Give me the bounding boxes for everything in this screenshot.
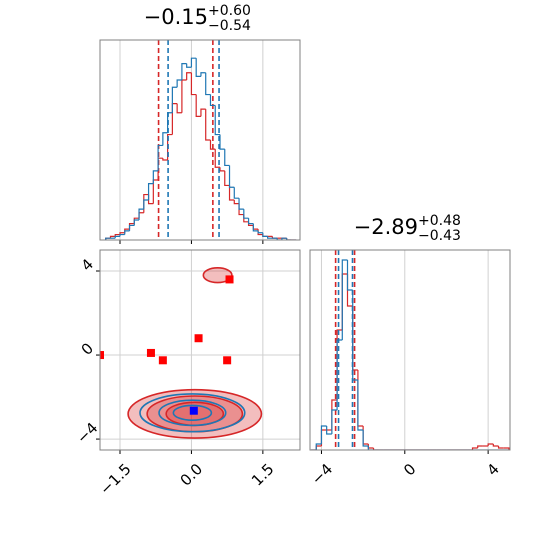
panel-title: −0.15 [144,5,208,29]
contour-level [202,267,233,284]
histogram-step [186,72,192,80]
histogram-step [214,105,220,136]
histogram-step [109,235,116,239]
plot-area [311,250,510,450]
histogram-step [372,448,379,450]
histogram-step [209,94,216,107]
histogram-step [477,445,483,448]
histogram-step [471,447,478,450]
marker [189,406,198,415]
histogram-step [147,183,154,200]
histogram-step [326,426,332,435]
histogram-step [119,233,125,237]
histogram-step [257,230,263,234]
histogram-step [105,237,111,240]
histogram-step [267,236,273,239]
histogram-step [233,187,240,199]
histogram-step [176,79,182,88]
contour-level [139,393,246,433]
title-lower: −0.54 [208,18,251,34]
histogram-step [219,167,225,172]
histogram-step [238,198,244,210]
histogram-step [487,443,494,446]
histogram-step [190,72,197,96]
histogram-step [200,72,206,77]
histogram-step [281,237,287,240]
histogram-step [119,232,125,235]
title-upper: +0.60 [208,3,251,19]
histogram-step [162,132,168,146]
histogram-step [209,140,216,150]
histogram-step [195,58,201,77]
axes-frame [309,249,511,451]
histogram-step [219,134,225,150]
contour-level [172,404,213,421]
histogram-step [114,235,120,239]
histogram-step [114,233,120,237]
histogram-step [181,63,187,80]
panel-title: −2.89 [354,215,418,239]
histogram-step [228,185,235,201]
contour-level [158,399,227,427]
histogram-step [315,443,322,450]
histogram-step [252,223,259,232]
histogram-step [138,208,144,220]
marker [100,351,104,360]
histogram-step [320,425,327,444]
histogram-step [503,447,510,450]
histogram-step [224,149,230,167]
histogram-step [228,165,235,188]
histogram-step [247,218,254,225]
histogram-step [124,230,130,235]
axes-frame [99,39,301,241]
axes-frame [99,249,301,451]
histogram-step [286,238,292,240]
histogram-step [190,57,197,68]
marker [223,356,232,365]
histogram-step [195,94,201,117]
histogram-step [167,133,173,160]
histogram-step [128,224,135,231]
histogram-step [341,259,348,340]
histogram-step [262,232,268,237]
histogram-step [162,158,168,161]
histogram-step [362,430,369,447]
histogram-step [492,444,499,447]
histogram-step [152,170,159,184]
histogram-step [143,199,149,210]
histogram-step [367,446,374,450]
plot-area [105,40,297,240]
histogram-step [276,238,282,240]
histogram-step [205,72,211,96]
histogram-step [214,149,220,168]
histogram-step [243,209,249,219]
marker [146,348,155,357]
histogram-step [233,200,240,205]
title-upper: +0.48 [418,213,461,229]
histogram-step [171,86,178,113]
histogram-step [186,63,192,68]
histogram-step [157,144,163,171]
marker [158,356,167,365]
plot-area [100,250,300,450]
marker [194,334,203,343]
histogram-step [346,260,353,291]
histogram-step [497,446,504,449]
marker [225,275,234,284]
title-lower: −0.43 [418,228,461,244]
histogram-step [176,103,182,114]
histogram-step [357,380,364,431]
histogram-step [224,170,230,187]
histogram-step [336,339,343,410]
histogram-step [205,109,211,141]
histogram-step [200,108,206,117]
histogram-step [133,219,140,226]
histogram-step [331,409,338,434]
